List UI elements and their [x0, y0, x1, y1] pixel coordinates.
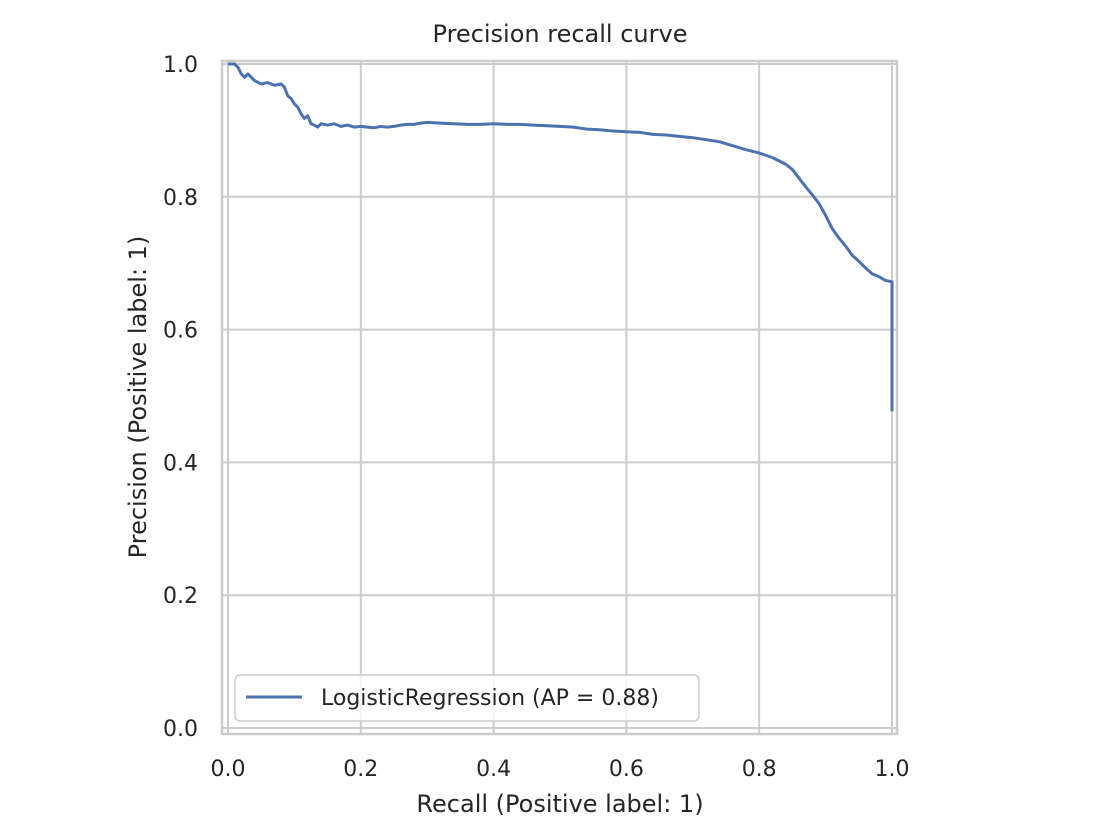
x-axis-label: Recall (Positive label: 1): [416, 790, 703, 818]
x-tick-label: 0.0: [211, 757, 246, 782]
x-tick-labels: 0.0 0.2 0.4 0.6 0.8 1.0: [211, 757, 910, 782]
x-tick-label: 0.2: [343, 757, 378, 782]
y-axis-label: Precision (Positive label: 1): [124, 236, 152, 559]
y-tick-label: 0.6: [163, 319, 198, 344]
y-tick-label: 0.8: [163, 186, 198, 211]
plot-area-frame: [220, 59, 899, 736]
legend: LogisticRegression (AP = 0.88): [234, 674, 700, 722]
y-tick-label: 1.0: [163, 53, 198, 78]
x-tick-label: 1.0: [875, 757, 910, 782]
x-tick-label: 0.4: [476, 757, 511, 782]
x-tick-label: 0.8: [742, 757, 777, 782]
y-tick-label: 0.4: [163, 451, 198, 476]
legend-entry-label: LogisticRegression (AP = 0.88): [321, 686, 659, 711]
y-tick-labels: 0.0 0.2 0.4 0.6 0.8 1.0: [163, 53, 198, 742]
y-tick-label: 0.0: [163, 717, 198, 742]
legend-box: [234, 674, 700, 722]
series-lines: [228, 62, 894, 412]
grid: [222, 61, 897, 734]
series-line-0: [228, 62, 894, 412]
x-tick-label: 0.6: [609, 757, 644, 782]
y-tick-label: 0.2: [163, 584, 198, 609]
chart-title: Precision recall curve: [433, 20, 688, 48]
